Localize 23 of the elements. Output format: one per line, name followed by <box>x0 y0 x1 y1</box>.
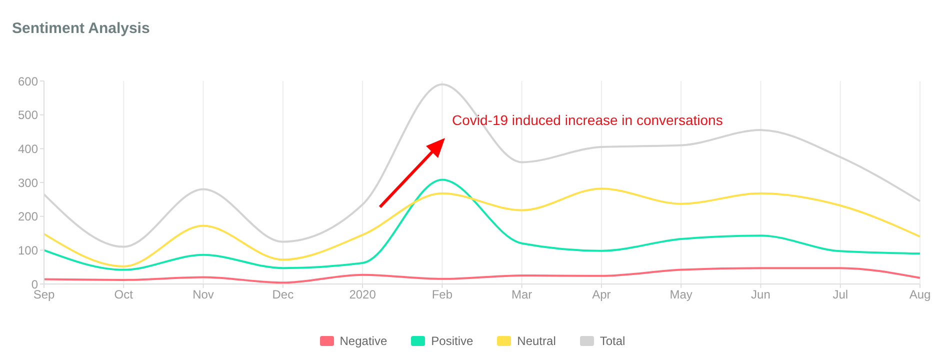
x-tick-label: Dec <box>272 288 294 302</box>
legend-label: Negative <box>340 334 388 348</box>
y-tick-label: 300 <box>18 176 38 190</box>
legend-label: Neutral <box>517 334 556 348</box>
y-tick-label: 600 <box>18 74 38 88</box>
x-tick-label: Mar <box>511 288 532 302</box>
annotation: Covid-19 induced increase in conversations <box>452 112 723 128</box>
legend-label: Total <box>600 334 626 348</box>
x-tick-label: May <box>670 288 692 302</box>
x-tick-label: Aug <box>909 288 931 302</box>
x-tick-label: 2020 <box>349 288 376 302</box>
legend-label: Positive <box>431 334 474 348</box>
y-tick-label: 100 <box>18 243 38 258</box>
y-tick-label: 200 <box>18 210 38 224</box>
y-tick-label: 400 <box>18 142 38 156</box>
x-tick-label: Jun <box>751 288 770 302</box>
x-tick-label: Oct <box>114 288 134 302</box>
x-tick-label: Nov <box>192 288 214 302</box>
x-tick-label: Jul <box>832 288 848 302</box>
x-tick-label: Feb <box>432 288 453 302</box>
chart-title: Sentiment Analysis <box>12 20 150 37</box>
x-tick-label: Apr <box>592 288 611 302</box>
y-tick-label: 500 <box>18 108 38 122</box>
